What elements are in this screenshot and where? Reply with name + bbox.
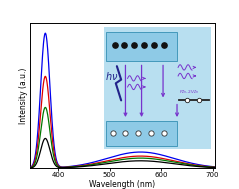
FancyBboxPatch shape — [104, 27, 212, 149]
X-axis label: Wavelength (nm): Wavelength (nm) — [89, 180, 156, 189]
Text: $h\nu$: $h\nu$ — [105, 70, 118, 82]
FancyBboxPatch shape — [106, 32, 177, 61]
Y-axis label: Intensity (a.u.): Intensity (a.u.) — [20, 67, 28, 124]
FancyBboxPatch shape — [106, 121, 177, 146]
Text: $P_{Zn}$-$2V_{Zn}$: $P_{Zn}$-$2V_{Zn}$ — [179, 88, 199, 95]
